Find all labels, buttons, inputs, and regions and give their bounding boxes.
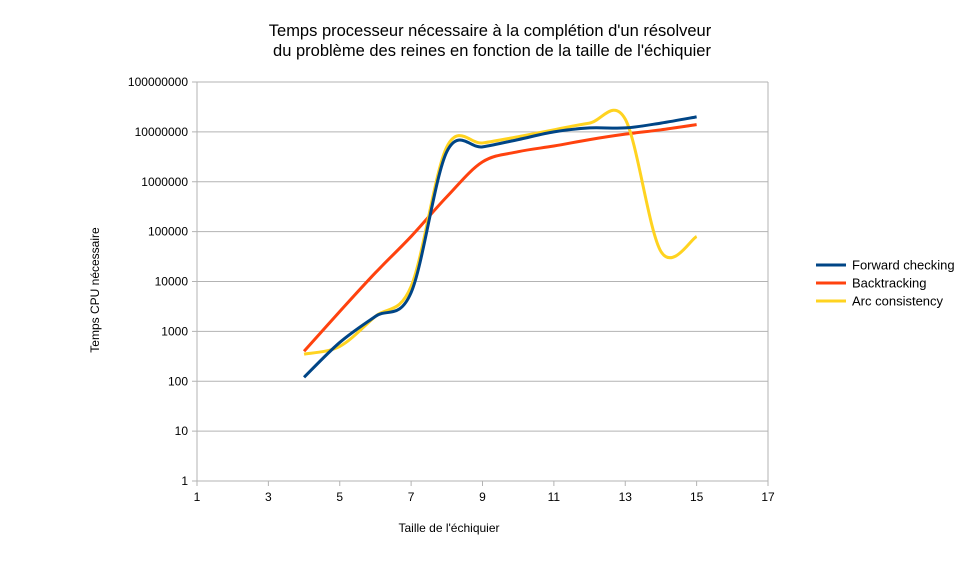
x-tick-label: 15 [690,490,704,504]
axes [192,81,769,486]
x-tick-label: 5 [336,490,343,504]
legend-label: Arc consistency [852,294,944,309]
series-lines [302,108,698,379]
y-tick-label: 1 [181,474,188,488]
series-line-forward-checking [303,115,697,379]
y-tick-label: 1000 [161,324,188,338]
chart-title-line-2: du problème des reines en fonction de la… [273,42,711,60]
x-tick-label: 1 [194,490,201,504]
x-tick-label: 3 [265,490,272,504]
x-tick-label: 11 [548,490,561,504]
y-axis-title: Temps CPU nécessaire [88,227,102,353]
series-line-backtracking [302,123,697,353]
legend: Forward checking Backtracking Arc consiste… [816,258,955,309]
x-tick-label: 7 [408,490,415,504]
y-tick-label: 100000 [148,225,188,239]
y-tick-label: 1000000 [141,175,188,189]
x-tick-label: 17 [761,490,775,504]
legend-label: Forward checking [852,258,955,273]
x-tick-label: 9 [479,490,486,504]
y-tick-label: 100 [168,374,188,388]
x-tick-label: 13 [619,490,633,504]
tick-labels: 1 3 5 7 9 11 13 15 17110100100010000100000100000… [128,75,775,504]
series-line-arc-consistency [303,108,698,356]
chart-title-line-1: Temps processeur nécessaire à la complét… [269,22,712,40]
legend-label: Backtracking [852,276,926,291]
y-tick-label: 10000000 [135,125,189,139]
x-axis-title: Taille de l'échiquier [398,521,499,535]
y-tick-label: 10000 [155,275,189,289]
grid-lines [197,81,768,482]
y-tick-label: 10 [175,424,189,438]
y-tick-label: 100000000 [128,75,188,89]
